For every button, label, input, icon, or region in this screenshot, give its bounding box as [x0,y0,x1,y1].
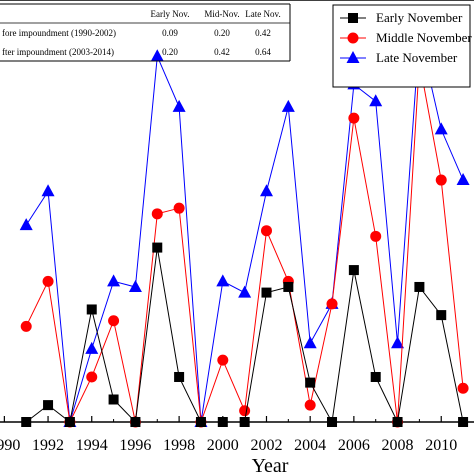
x-tick-label: 2008 [382,437,414,454]
point-circle [217,354,229,366]
x-tick-label: 2000 [207,437,239,454]
point-triangle [238,285,252,298]
point-square [239,417,250,427]
point-circle [86,371,98,383]
stats-table: Early Nov. Mid-Nov. Late Nov. fore impoundm… [0,3,291,62]
point-circle [108,315,120,327]
point-triangle [41,184,55,197]
table-cell: 0.20 [214,28,230,38]
point-triangle [346,51,360,63]
point-circle [370,230,382,242]
point-triangle [216,274,230,287]
point-triangle [128,279,142,292]
series-middle-november [20,56,469,428]
table-row-label: fore impoundment (1990-2002) [2,28,116,38]
x-tick-label: 2002 [250,437,282,454]
x-tick-label: 2006 [338,437,370,454]
point-square [43,400,54,411]
table-cell: 0.42 [214,47,230,57]
table-header: Late Nov. [245,9,280,19]
point-circle [239,405,251,417]
point-square [152,242,163,253]
point-square [458,417,469,427]
point-triangle [107,274,121,287]
legend-label: Early November [376,10,463,25]
table-row-label: fter impoundment (2003-2014) [2,47,114,57]
point-square [348,265,359,276]
table-cell: 0.09 [162,28,178,38]
point-circle [348,112,360,124]
x-tick-label: 1992 [32,437,64,454]
point-circle [326,298,338,310]
x-tick-label: 2004 [294,437,326,454]
point-square [64,417,75,427]
x-tick-label: 1996 [119,437,151,454]
table-cell: 0.42 [255,28,271,38]
x-tick-label: 2010 [425,437,457,454]
table-header: Early Nov. [151,9,190,19]
point-triangle [19,218,33,231]
legend: Early November Middle November Late Novemb… [332,4,472,88]
point-square [86,304,97,315]
point-circle [260,225,272,237]
point-square [261,287,272,298]
point-triangle [369,94,383,107]
table-cell: 0.20 [162,47,178,57]
point-square [327,417,338,427]
point-circle [151,208,163,220]
legend-label: Middle November [376,30,472,45]
series-early-november [21,242,469,427]
series-group [19,26,470,428]
point-square [174,371,185,382]
point-square [130,417,141,427]
point-circle [173,202,185,214]
point-square [195,417,206,427]
point-circle [457,382,469,394]
point-square [108,394,119,405]
point-circle [347,32,359,44]
point-square [217,417,228,427]
point-circle [20,320,32,332]
point-square [370,371,381,382]
point-triangle [434,122,448,135]
series-line [25,33,464,423]
point-square [392,417,403,427]
point-square [305,377,316,388]
point-triangle [172,99,186,112]
point-triangle [259,184,273,197]
point-square [21,417,32,427]
x-tick-labels: 1990 1992 1994 1996 1998 2000 2002 2004 2006 2008… [0,437,457,454]
table-header: Mid-Nov. [204,9,239,19]
point-square [348,13,358,23]
table-cell: 0.64 [255,47,271,57]
series-line [25,247,464,424]
x-tick-label: 1994 [76,437,108,454]
series-line [25,61,464,424]
point-triangle [456,173,470,186]
point-circle [435,174,447,186]
point-square [283,281,294,292]
point-triangle [391,336,405,349]
x-tick-label: 1990 [0,437,20,454]
point-circle [304,399,316,411]
point-triangle [85,341,99,354]
point-triangle [303,336,317,349]
point-square [414,281,425,292]
point-triangle [150,49,164,62]
legend-label: Late November [376,50,458,65]
point-circle [42,275,54,287]
x-axis-label: Year [252,455,289,474]
x-tick-label: 1998 [163,437,195,454]
point-square [436,310,447,321]
point-triangle [281,99,295,112]
